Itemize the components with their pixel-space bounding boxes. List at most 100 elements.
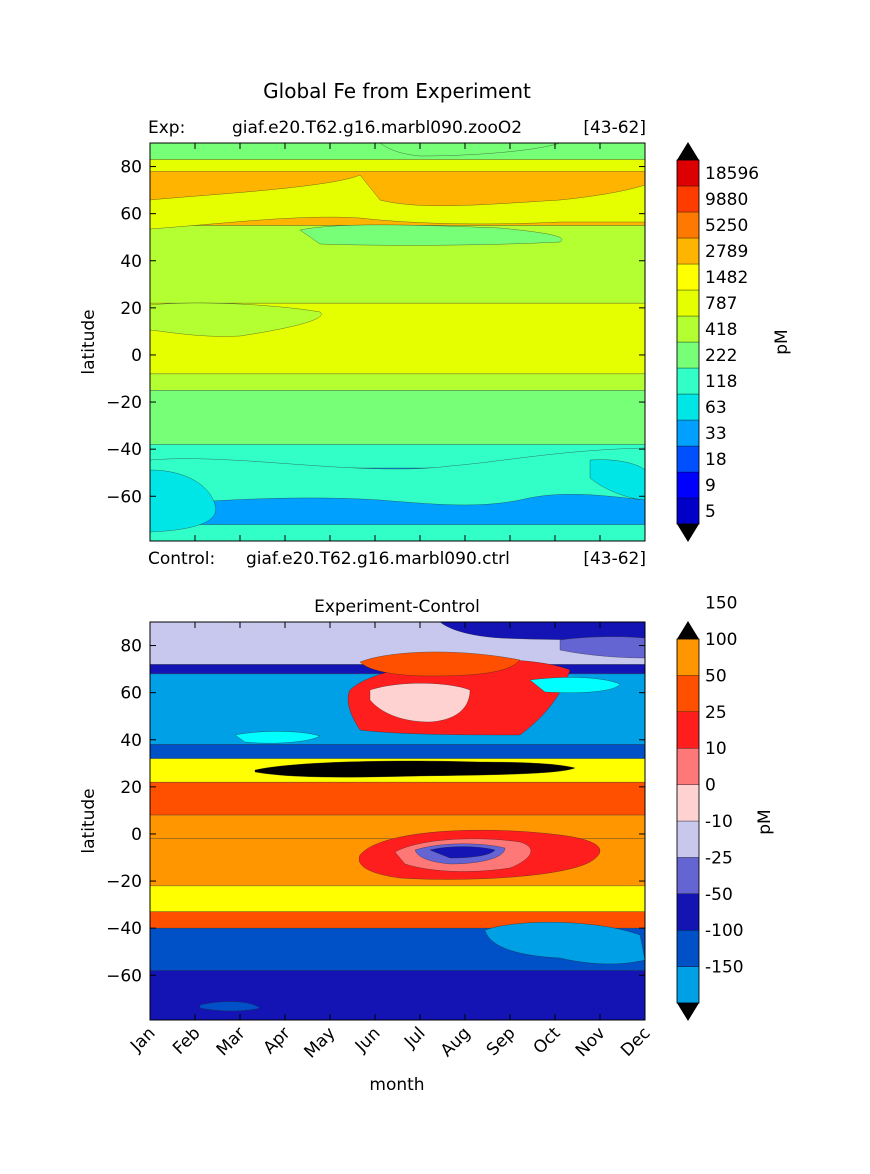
experiment-band	[150, 373, 645, 391]
colorbar-tick-label: -50	[705, 885, 733, 905]
colorbar-tick-label: 2789	[705, 242, 748, 262]
difference-band	[150, 782, 645, 816]
colorbar-tick-label: 50	[705, 666, 727, 686]
colorbar-segment	[676, 185, 700, 213]
colorbar-tick-label: 33	[705, 424, 727, 444]
colorbar-segment	[676, 159, 700, 187]
colorbar-segment	[676, 237, 700, 265]
ytick-label: −40	[106, 919, 142, 939]
experiment-plot: 80 60 40 20 0 −20 −40 −60	[106, 142, 646, 542]
experiment-contour-region	[150, 447, 645, 506]
colorbar-segment	[676, 748, 700, 785]
ytick-label: 0	[131, 825, 142, 845]
colorbar-segment	[676, 711, 700, 749]
ytick-label: 20	[120, 299, 142, 319]
colorbar-extend-min	[677, 1003, 699, 1021]
colorbar-segment	[676, 445, 700, 473]
colorbar-tick-label: -25	[705, 848, 733, 868]
ytick-label: −40	[106, 440, 142, 460]
colorbar-tick-label: 18596	[705, 164, 759, 184]
colorbar-segment	[676, 341, 700, 369]
experiment-band	[150, 524, 645, 541]
difference-colorbar-unit: pM	[755, 809, 775, 834]
colorbar-segment	[676, 893, 700, 931]
experiment-band	[150, 390, 645, 445]
difference-ylabel: latitude	[79, 788, 99, 853]
colorbar-segment	[676, 930, 700, 967]
difference-contour-region	[359, 651, 521, 677]
difference-plot: 80 60 40 20 0 −20 −40 −60 Jan Feb Mar Apr May Jun Jul…	[106, 621, 655, 1062]
colorbar-extend-min	[677, 524, 699, 542]
colorbar-segment	[676, 675, 700, 712]
colorbar-tick-label: 10	[705, 739, 727, 759]
colorbar-segment	[676, 211, 700, 239]
ytick-label: 60	[120, 205, 142, 225]
ytick-label: −60	[106, 487, 142, 507]
colorbar-segment	[676, 367, 700, 395]
colorbar-extend-max	[677, 621, 699, 639]
ytick-label: −60	[106, 966, 142, 986]
colorbar-extend-max	[677, 142, 699, 160]
difference-contour-region	[254, 760, 576, 778]
difference-band	[150, 815, 645, 839]
ytick-label: 40	[120, 252, 142, 272]
colorbar-tick-label: 18	[705, 450, 727, 470]
difference-band	[150, 970, 645, 1020]
xtick-label: May	[301, 1023, 340, 1062]
xtick-label: Feb	[169, 1023, 204, 1058]
colorbar-segment	[676, 289, 700, 317]
colorbar-tick-label: 222	[705, 346, 737, 366]
xtick-label: Jan	[126, 1023, 159, 1056]
ytick-label: 20	[120, 778, 142, 798]
xtick-label: Sep	[483, 1023, 520, 1060]
figure-title: Global Fe from Experiment	[263, 79, 531, 103]
colorbar-tick-label: 1482	[705, 268, 748, 288]
xtick-label: Jun	[351, 1023, 385, 1057]
ctrl-years: [43-62]	[583, 549, 646, 569]
ytick-label: 80	[120, 637, 142, 657]
experiment-contour-region	[150, 174, 645, 230]
ytick-label: −20	[106, 872, 142, 892]
difference-contour-region	[369, 682, 471, 723]
colorbar-tick-label: -10	[705, 812, 733, 832]
colorbar-tick-label: 418	[705, 320, 737, 340]
colorbar-tick-label: 787	[705, 294, 737, 314]
xtick-label: Jul	[400, 1023, 429, 1052]
xtick-label: Dec	[617, 1023, 654, 1060]
experiment-ylabel: latitude	[79, 309, 99, 374]
colorbar-segment	[676, 638, 700, 676]
colorbar-segment	[676, 820, 700, 858]
xtick-label: Aug	[437, 1023, 475, 1061]
difference-xlabel: month	[369, 1075, 424, 1095]
difference-contour-region	[234, 731, 321, 744]
colorbar-segment	[676, 497, 700, 525]
colorbar-segment	[676, 263, 700, 291]
xtick-label: Nov	[572, 1023, 610, 1061]
colorbar-tick-label: 63	[705, 398, 727, 418]
ytick-label: 60	[120, 684, 142, 704]
ctrl-case: giaf.e20.T62.g16.marbl090.ctrl	[246, 549, 510, 569]
difference-contour-region	[484, 921, 645, 965]
difference-contour-region	[199, 1001, 261, 1012]
colorbar-tick-label: 9880	[705, 190, 748, 210]
colorbar-segment	[676, 393, 700, 421]
experiment-contour-region	[150, 469, 216, 533]
diff-title: Experiment-Control	[314, 597, 480, 617]
xtick-label: Oct	[530, 1023, 565, 1058]
ytick-label: 40	[120, 731, 142, 751]
exp-case: giaf.e20.T62.g16.marbl090.zooO2	[232, 118, 522, 138]
experiment-band	[150, 159, 645, 172]
ytick-label: −20	[106, 393, 142, 413]
colorbar-tick-label: -100	[705, 921, 744, 941]
exp-years: [43-62]	[583, 118, 646, 138]
colorbar-segment	[676, 857, 700, 894]
experiment-colorbar-unit: pM	[772, 329, 792, 354]
difference-band	[150, 885, 645, 912]
colorbar-tick-label: 9	[705, 476, 716, 496]
colorbar-tick-label: -150	[705, 958, 744, 978]
experiment-contour-region	[379, 143, 561, 157]
colorbar-segment	[676, 419, 700, 447]
difference-band	[150, 744, 645, 759]
experiment-contour-region	[150, 302, 322, 337]
experiment-contour-region	[299, 224, 563, 246]
